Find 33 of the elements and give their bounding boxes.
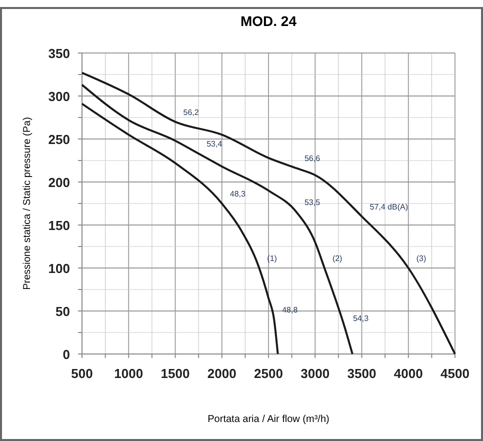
y-tick-label: 350 <box>48 46 70 61</box>
annotation: (1) <box>267 254 278 263</box>
annotation: 56,2 <box>183 108 200 117</box>
x-tick-label: 1000 <box>114 366 144 381</box>
annotation: (2) <box>332 254 343 263</box>
y-tick-label: 50 <box>56 304 70 319</box>
x-tick-label: 4500 <box>440 366 470 381</box>
y-tick-label: 150 <box>48 218 70 233</box>
x-tick-label: 4000 <box>394 366 423 381</box>
annotation: 48,3 <box>230 190 246 198</box>
line-series <box>81 84 354 355</box>
x-tick-label: 2000 <box>207 366 236 381</box>
annotation: 53,5 <box>304 198 321 208</box>
annotation: 53,4 <box>206 140 223 149</box>
x-tick-label: 3500 <box>347 366 376 381</box>
x-tick-label: 500 <box>71 366 93 381</box>
y-axis-title: Pressione statica / Static pressure (Pa) <box>22 117 33 290</box>
annotation: 54,3 <box>352 314 370 324</box>
x-tick-label: 2500 <box>254 366 283 381</box>
y-tick-label: 200 <box>48 175 70 190</box>
annotation: 56,6 <box>304 154 321 164</box>
chart-title: MOD. 24 <box>240 13 297 29</box>
x-axis-title: Portata aria / Air flow (m³/h) <box>208 414 330 425</box>
annotation: 48,8 <box>282 306 298 315</box>
x-tick-label: 1500 <box>160 366 190 381</box>
annotation: 57,4 dB(A) <box>370 202 408 212</box>
y-tick-label: 300 <box>48 89 70 104</box>
y-tick-label: 0 <box>62 347 70 362</box>
line-series <box>81 102 279 355</box>
x-tick-label: 3000 <box>300 366 330 381</box>
y-tick-label: 250 <box>48 132 70 147</box>
annotation: (3) <box>416 254 426 263</box>
y-tick-label: 100 <box>48 261 70 276</box>
